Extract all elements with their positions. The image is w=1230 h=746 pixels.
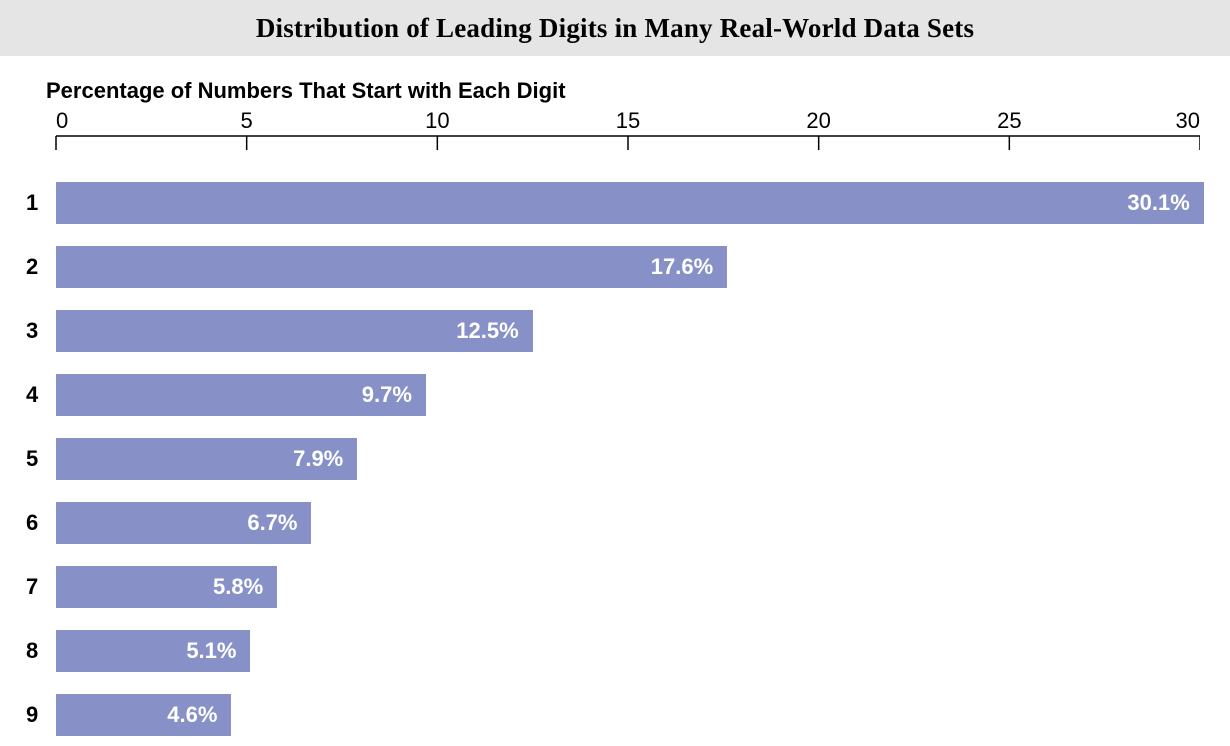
x-axis: 0 5 10 15 20 25 30 <box>46 108 1200 154</box>
bar-category-label: 8 <box>26 638 56 664</box>
bar-track: 17.6% <box>56 246 1200 288</box>
bar: 7.9% <box>56 438 357 480</box>
bar: 9.7% <box>56 374 426 416</box>
bar-track: 5.1% <box>56 630 1200 672</box>
bar-row: 8 5.1% <box>26 630 1200 672</box>
bar-row: 1 30.1% <box>26 182 1200 224</box>
bar-row: 9 4.6% <box>26 694 1200 736</box>
bar-category-label: 7 <box>26 574 56 600</box>
bar-category-label: 9 <box>26 702 56 728</box>
bars-container: 1 30.1% 2 17.6% 3 12.5% 4 9.7% 5 7.9% 6 6.7% 7 5.8% 8 5… <box>26 182 1200 736</box>
x-tick-label: 10 <box>425 108 449 133</box>
bar-row: 2 17.6% <box>26 246 1200 288</box>
x-tick-label: 15 <box>616 108 640 133</box>
bar: 5.8% <box>56 566 277 608</box>
bar-value-label: 30.1% <box>1127 190 1189 216</box>
bar: 5.1% <box>56 630 250 672</box>
bar: 6.7% <box>56 502 311 544</box>
x-axis-svg: 0 5 10 15 20 25 30 <box>46 108 1200 154</box>
bar-value-label: 4.6% <box>167 702 217 728</box>
bar-category-label: 2 <box>26 254 56 280</box>
bar-value-label: 17.6% <box>651 254 713 280</box>
bar-track: 5.8% <box>56 566 1200 608</box>
bar: 30.1% <box>56 182 1204 224</box>
bar-track: 12.5% <box>56 310 1200 352</box>
x-tick-label: 20 <box>806 108 830 133</box>
bar-track: 6.7% <box>56 502 1200 544</box>
bar-row: 7 5.8% <box>26 566 1200 608</box>
bar-value-label: 5.1% <box>186 638 236 664</box>
axis-title: Percentage of Numbers That Start with Ea… <box>46 78 1200 104</box>
bar-category-label: 6 <box>26 510 56 536</box>
header-band: Distribution of Leading Digits in Many R… <box>0 0 1230 56</box>
bar-row: 3 12.5% <box>26 310 1200 352</box>
bar-value-label: 5.8% <box>213 574 263 600</box>
x-tick-label: 25 <box>997 108 1021 133</box>
bar: 4.6% <box>56 694 231 736</box>
bar-category-label: 3 <box>26 318 56 344</box>
bar-row: 4 9.7% <box>26 374 1200 416</box>
bar: 17.6% <box>56 246 727 288</box>
x-tick-label: 30 <box>1176 108 1200 133</box>
bar-category-label: 4 <box>26 382 56 408</box>
bar-value-label: 9.7% <box>362 382 412 408</box>
chart-title: Distribution of Leading Digits in Many R… <box>256 13 974 44</box>
x-tick-label: 5 <box>241 108 253 133</box>
bar-track: 7.9% <box>56 438 1200 480</box>
chart-area: Percentage of Numbers That Start with Ea… <box>0 56 1230 746</box>
bar-value-label: 7.9% <box>293 446 343 472</box>
bar-value-label: 6.7% <box>247 510 297 536</box>
bar-category-label: 5 <box>26 446 56 472</box>
x-tick-label: 0 <box>56 108 68 133</box>
bar-track: 30.1% <box>56 182 1200 224</box>
bar-track: 9.7% <box>56 374 1200 416</box>
bar-track: 4.6% <box>56 694 1200 736</box>
bar-value-label: 12.5% <box>456 318 518 344</box>
bar: 12.5% <box>56 310 533 352</box>
bar-row: 5 7.9% <box>26 438 1200 480</box>
bar-category-label: 1 <box>26 190 56 216</box>
bar-row: 6 6.7% <box>26 502 1200 544</box>
